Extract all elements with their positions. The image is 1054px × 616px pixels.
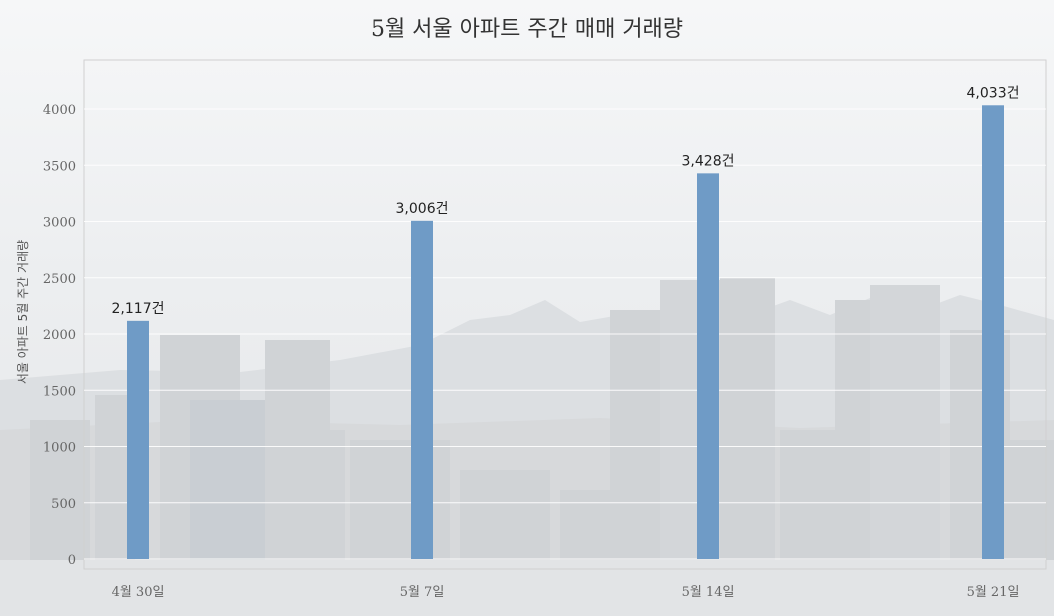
data-label: 3,428건: [682, 153, 735, 169]
x-tick-label: 5월 21일: [967, 585, 1020, 600]
y-tick-label: 3500: [43, 159, 76, 174]
y-tick-label: 4000: [43, 103, 76, 118]
bar: [697, 173, 719, 559]
y-tick-label: 1500: [43, 384, 76, 399]
data-label: 3,006건: [396, 201, 449, 217]
x-tick-label: 5월 7일: [400, 585, 445, 600]
x-tick-label: 4월 30일: [112, 585, 165, 600]
gridlines: [84, 108, 1046, 560]
data-label: 4,033건: [967, 85, 1020, 101]
y-tick-label: 1000: [43, 441, 76, 456]
plot-area: [83, 59, 1047, 570]
y-tick-label: 500: [51, 497, 76, 512]
bar: [127, 320, 149, 559]
y-axis-label: 서울 아파트 5월 주간 거래량: [16, 240, 30, 384]
bar: [982, 105, 1004, 559]
y-tick-label: 3000: [43, 216, 76, 231]
y-axis-ticks: 0 500 1000 1500 2000 2500 3000 3500 4000: [43, 103, 76, 568]
y-tick-label: 2000: [43, 328, 76, 343]
x-tick-label: 5월 14일: [682, 585, 735, 600]
data-labels: 2,117건 3,006건 3,428건 4,033건: [112, 85, 1020, 317]
x-axis-ticks: 4월 30일 5월 7일 5월 14일 5월 21일: [112, 585, 1020, 600]
bar: [411, 220, 433, 559]
data-label: 2,117건: [112, 301, 165, 317]
bars: [127, 105, 1004, 559]
y-tick-label: 0: [68, 553, 76, 568]
y-tick-label: 2500: [43, 272, 76, 287]
chart-title: 5월 서울 아파트 주간 매매 거래량: [371, 17, 683, 42]
